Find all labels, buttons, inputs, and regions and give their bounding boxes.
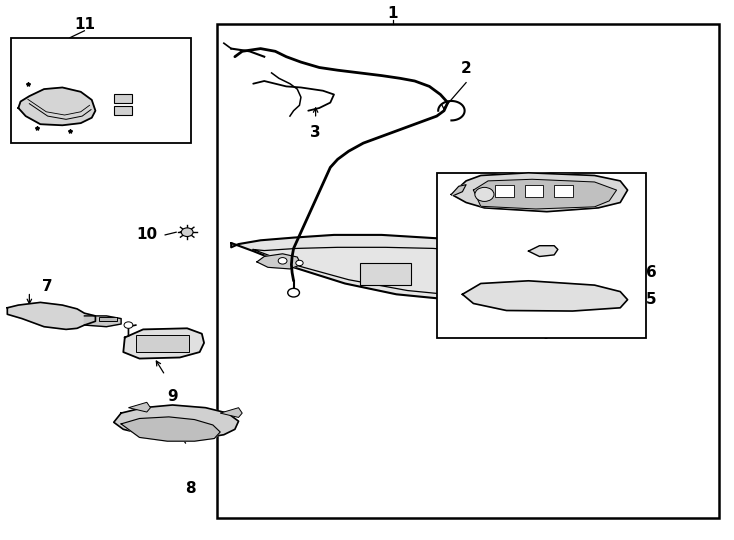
Circle shape — [181, 228, 193, 237]
Text: 3: 3 — [310, 125, 321, 140]
Circle shape — [288, 288, 299, 297]
Text: 1: 1 — [388, 6, 398, 21]
Circle shape — [278, 258, 287, 264]
Text: 8: 8 — [186, 481, 196, 496]
Bar — [360, 263, 411, 285]
Polygon shape — [7, 302, 95, 329]
Text: 11: 11 — [74, 17, 95, 32]
Polygon shape — [257, 254, 301, 269]
Bar — [114, 94, 132, 103]
Polygon shape — [451, 185, 466, 195]
Bar — [495, 185, 514, 197]
Text: 4: 4 — [538, 327, 548, 342]
Circle shape — [124, 322, 133, 328]
Bar — [437, 173, 646, 338]
Text: 9: 9 — [167, 389, 178, 404]
Polygon shape — [473, 179, 617, 209]
Polygon shape — [220, 408, 242, 417]
Bar — [554, 185, 573, 197]
Bar — [114, 106, 132, 115]
Polygon shape — [462, 281, 628, 311]
Polygon shape — [18, 87, 95, 125]
Polygon shape — [128, 402, 150, 412]
Text: 10: 10 — [137, 227, 157, 242]
Polygon shape — [231, 235, 562, 300]
Bar — [217, 24, 719, 518]
Circle shape — [475, 187, 494, 201]
Polygon shape — [123, 328, 204, 359]
Polygon shape — [114, 405, 239, 438]
Bar — [136, 335, 189, 352]
Text: 6: 6 — [646, 265, 657, 280]
Text: 7: 7 — [43, 279, 53, 294]
Bar — [11, 38, 191, 143]
Circle shape — [296, 260, 303, 266]
Text: 2: 2 — [461, 60, 471, 76]
Polygon shape — [528, 246, 558, 256]
Bar — [525, 185, 543, 197]
Bar — [99, 317, 117, 321]
Polygon shape — [84, 316, 121, 327]
Polygon shape — [121, 417, 220, 441]
Text: 5: 5 — [646, 292, 656, 307]
Text: 12: 12 — [140, 71, 161, 86]
Polygon shape — [451, 173, 628, 212]
Polygon shape — [503, 266, 549, 298]
